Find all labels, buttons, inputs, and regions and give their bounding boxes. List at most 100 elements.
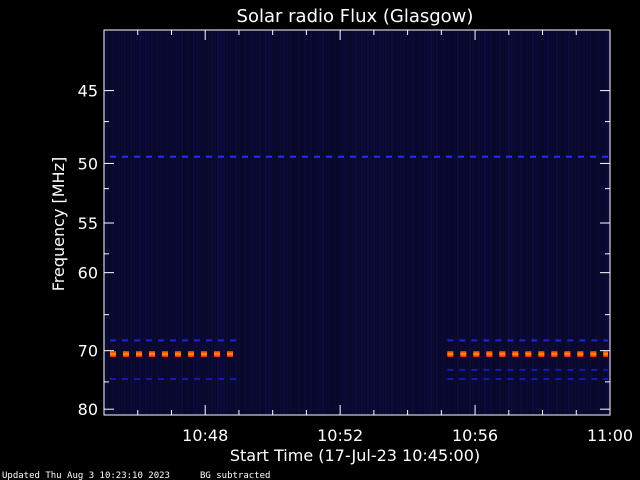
texture-streak — [319, 31, 321, 414]
texture-streak — [109, 31, 111, 414]
texture-streak — [538, 31, 540, 414]
texture-streak — [133, 31, 135, 414]
texture-streak — [409, 31, 411, 414]
texture-streak — [529, 31, 531, 414]
texture-streak — [577, 31, 579, 414]
texture-streak — [373, 31, 375, 414]
texture-streak — [430, 31, 432, 414]
texture-streak — [595, 31, 597, 414]
texture-streak — [259, 31, 261, 414]
texture-streak — [379, 31, 381, 414]
texture-streak — [562, 31, 564, 414]
texture-streak — [154, 31, 156, 414]
texture-streak — [106, 31, 108, 414]
texture-streak — [121, 31, 123, 414]
y-tick-label: 55 — [78, 214, 98, 233]
texture-streak — [463, 31, 465, 414]
y-tick-label: 80 — [78, 400, 98, 419]
texture-streak — [226, 31, 228, 414]
texture-streak — [202, 31, 204, 414]
texture-streak — [205, 31, 207, 414]
texture-streak — [322, 31, 324, 414]
texture-streak — [508, 31, 510, 414]
x-axis: 10:48 10:52 10:56 11:00 — [103, 30, 633, 445]
texture-streak — [151, 31, 153, 414]
texture-streak — [175, 31, 177, 414]
texture-streak — [124, 31, 126, 414]
texture-streak — [214, 31, 216, 414]
texture-streak — [241, 31, 243, 414]
texture-streak — [544, 31, 546, 414]
spectrogram-texture — [106, 31, 609, 414]
texture-streak — [439, 31, 441, 414]
texture-streak — [208, 31, 210, 414]
texture-streak — [415, 31, 417, 414]
texture-streak — [457, 31, 459, 414]
texture-streak — [256, 31, 258, 414]
texture-streak — [313, 31, 315, 414]
texture-streak — [427, 31, 429, 414]
texture-streak — [127, 31, 129, 414]
texture-streak — [499, 31, 501, 414]
texture-streak — [580, 31, 582, 414]
texture-streak — [376, 31, 378, 414]
texture-streak — [223, 31, 225, 414]
texture-streak — [421, 31, 423, 414]
texture-streak — [535, 31, 537, 414]
texture-streak — [250, 31, 252, 414]
texture-streak — [286, 31, 288, 414]
y-tick-label: 60 — [78, 264, 98, 283]
texture-streak — [466, 31, 468, 414]
texture-streak — [190, 31, 192, 414]
texture-streak — [502, 31, 504, 414]
texture-streak — [295, 31, 297, 414]
texture-streak — [310, 31, 312, 414]
texture-streak — [115, 31, 117, 414]
texture-streak — [418, 31, 420, 414]
x-tick-label: 10:52 — [317, 426, 363, 445]
texture-streak — [343, 31, 345, 414]
texture-streak — [232, 31, 234, 414]
texture-streak — [514, 31, 516, 414]
texture-streak — [475, 31, 477, 414]
texture-streak — [358, 31, 360, 414]
texture-streak — [361, 31, 363, 414]
texture-streak — [586, 31, 588, 414]
texture-streak — [148, 31, 150, 414]
texture-streak — [163, 31, 165, 414]
y-axis: 45 50 55 60 70 80 — [78, 82, 610, 419]
texture-streak — [412, 31, 414, 414]
texture-streak — [157, 31, 159, 414]
texture-streak — [490, 31, 492, 414]
texture-streak — [340, 31, 342, 414]
texture-streak — [469, 31, 471, 414]
texture-streak — [178, 31, 180, 414]
texture-streak — [478, 31, 480, 414]
bg-subtracted-note: BG subtracted — [200, 471, 270, 480]
texture-streak — [364, 31, 366, 414]
texture-streak — [568, 31, 570, 414]
texture-streak — [574, 31, 576, 414]
texture-streak — [484, 31, 486, 414]
texture-streak — [169, 31, 171, 414]
texture-streak — [433, 31, 435, 414]
texture-streak — [136, 31, 138, 414]
texture-streak — [583, 31, 585, 414]
texture-streak — [199, 31, 201, 414]
texture-streak — [325, 31, 327, 414]
texture-streak — [445, 31, 447, 414]
texture-streak — [184, 31, 186, 414]
updated-timestamp: Updated Thu Aug 3 10:23:10 2023 — [2, 471, 170, 480]
texture-streak — [274, 31, 276, 414]
texture-streak — [397, 31, 399, 414]
texture-streak — [532, 31, 534, 414]
texture-streak — [283, 31, 285, 414]
y-tick-label: 45 — [78, 82, 98, 101]
texture-streak — [526, 31, 528, 414]
texture-streak — [211, 31, 213, 414]
texture-streak — [337, 31, 339, 414]
texture-streak — [271, 31, 273, 414]
texture-streak — [235, 31, 237, 414]
texture-streak — [553, 31, 555, 414]
x-axis-title: Start Time (17-Jul-23 10:45:00) — [230, 446, 480, 465]
